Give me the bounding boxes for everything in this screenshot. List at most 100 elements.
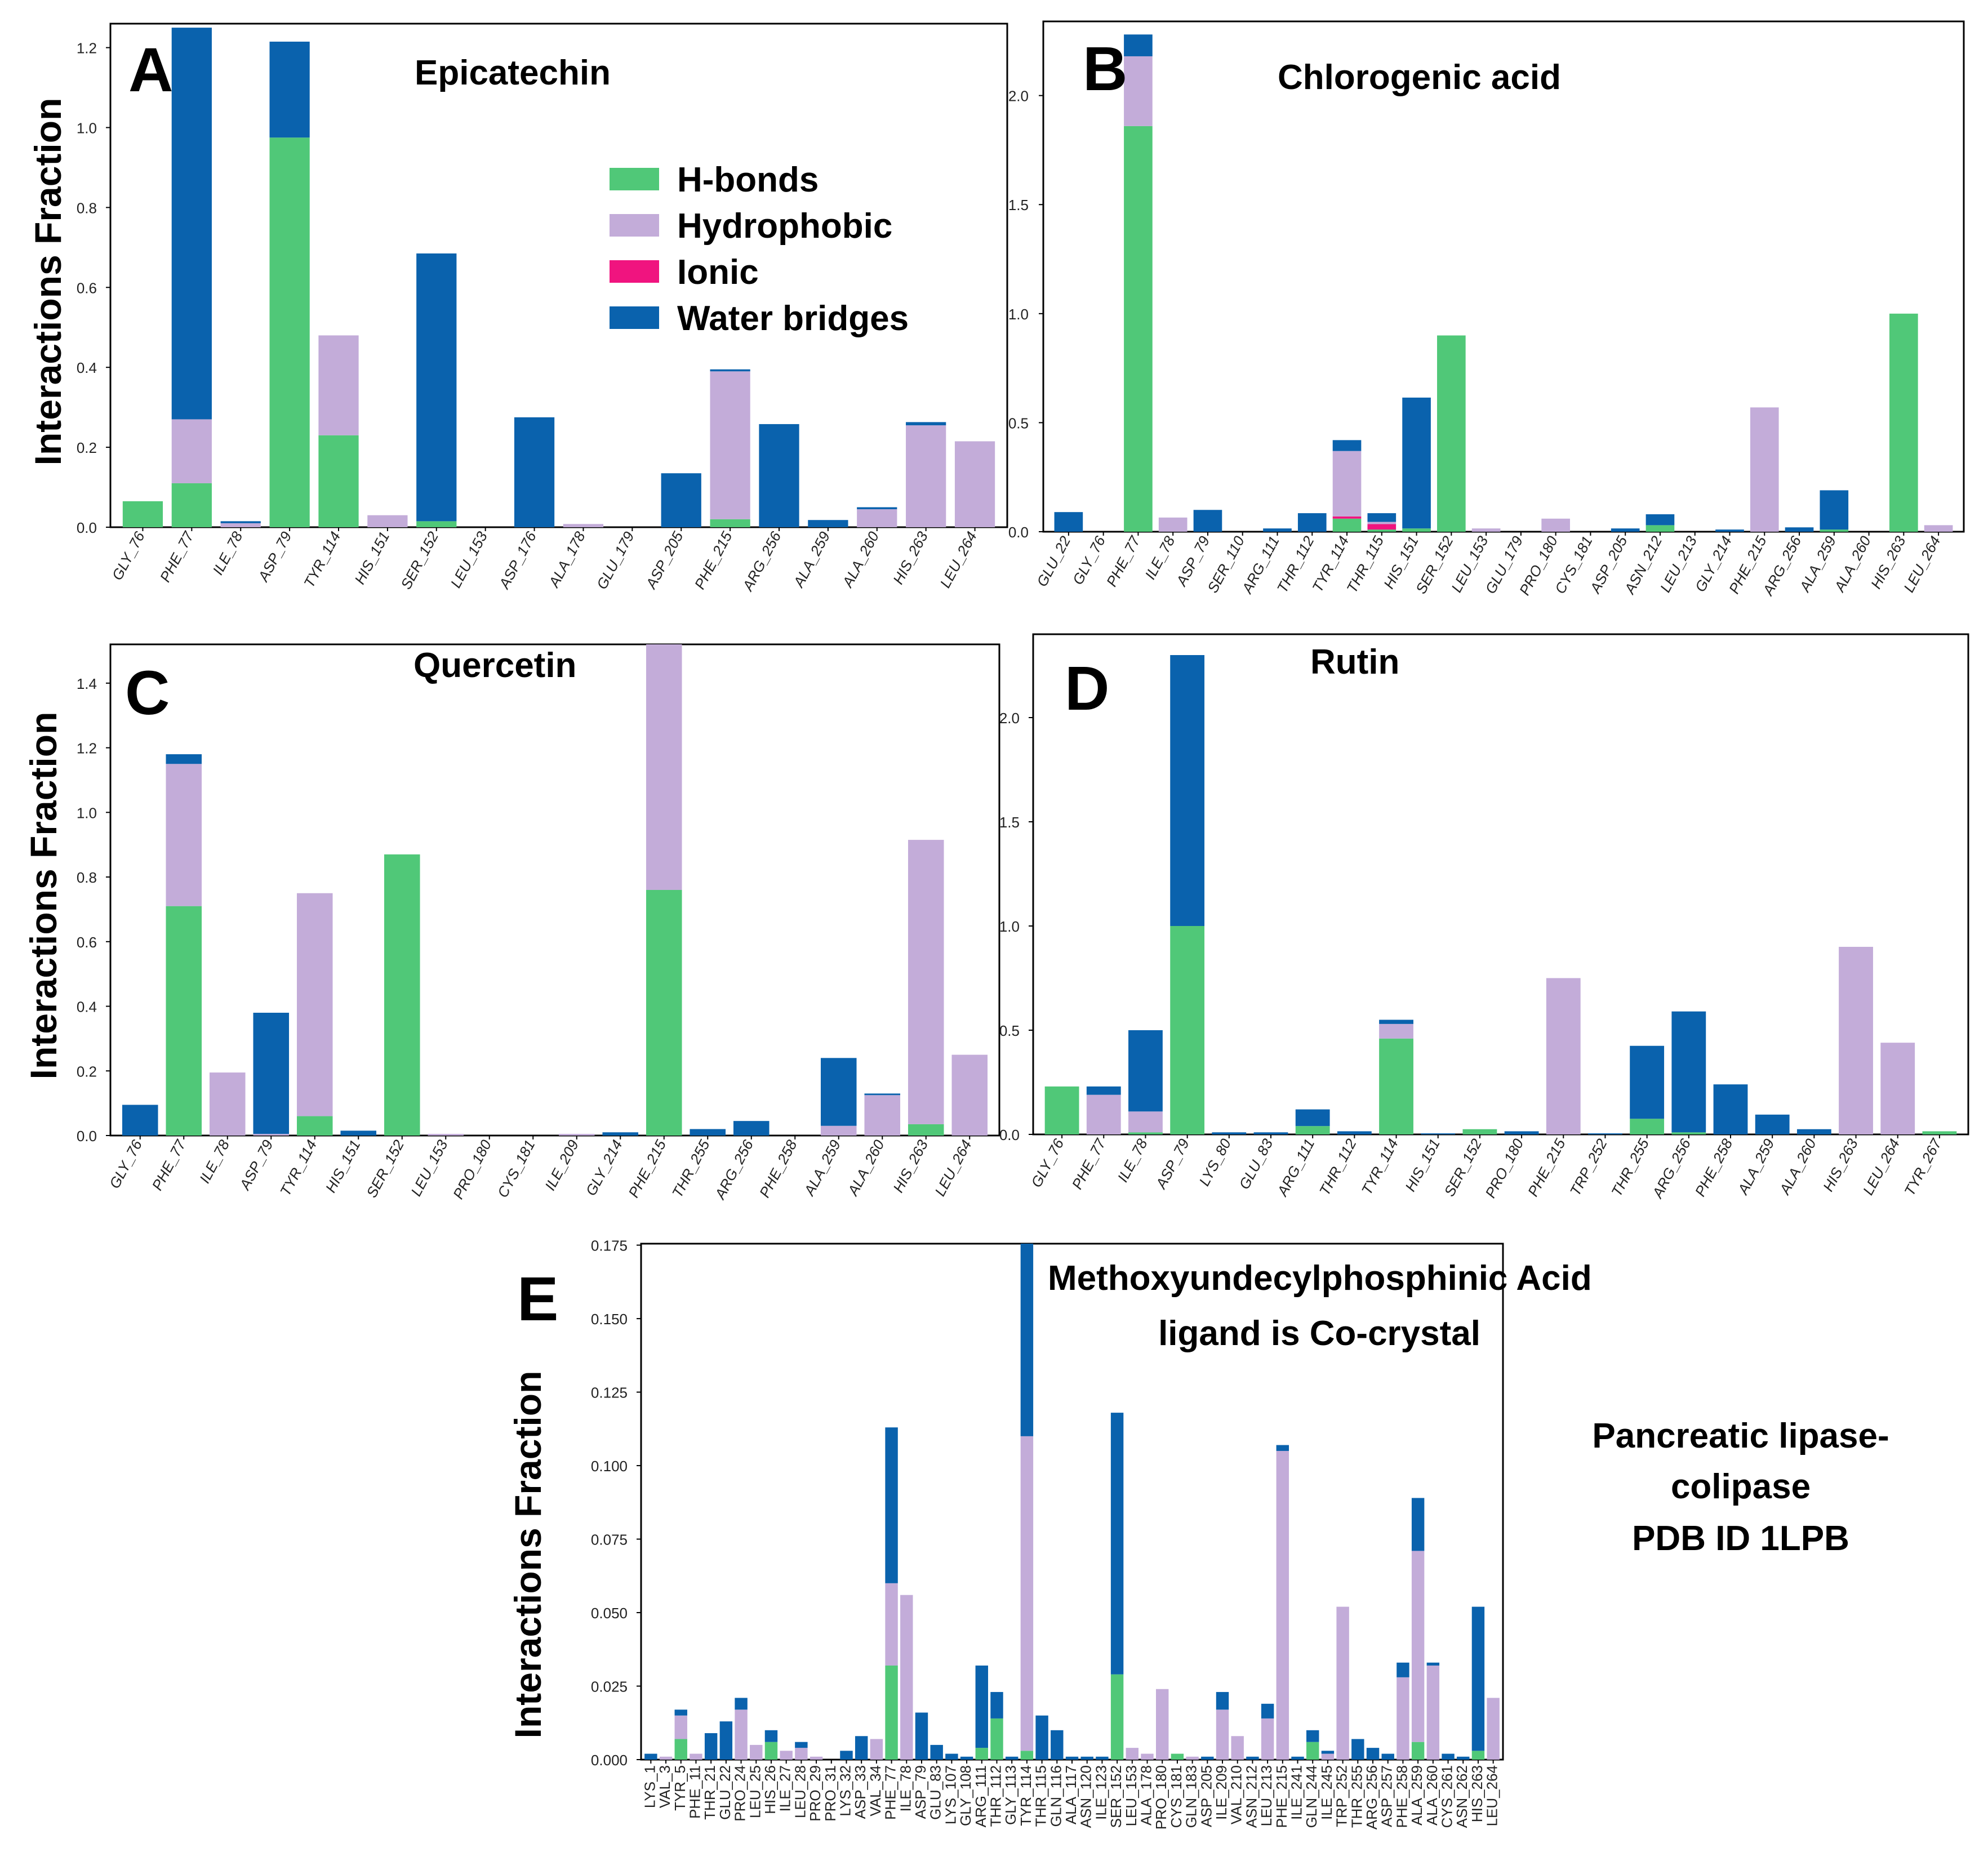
bar-e-ile-123-water-bridges [1096,1756,1109,1760]
bar-e-asn-212-water-bridges [1246,1756,1259,1760]
panel-a-frame [109,23,1008,528]
x-tick-label-d: ILE_78 [1114,1136,1151,1185]
bar-e-asn-120-water-bridges [1080,1756,1093,1760]
x-tick-label-e: THR_115 [1033,1765,1049,1827]
panel-e-subtitle: ligand is Co-crystal [1158,1314,1480,1353]
x-tick-label-d: ARG_256 [1648,1136,1694,1201]
x-tick-label-c: PHE_215 [625,1137,669,1200]
y-tick-label-c: 0.4 [77,999,97,1016]
panel-d-frame [1032,633,1969,1136]
y-tick-label-c: 1.4 [77,675,97,692]
bar-d-ser-152-h-bonds [1462,1129,1497,1134]
side-annotation: Pancreatic lipase- colipase PDB ID 1LPB [1592,1417,1889,1558]
x-tick-label-d: GLY_76 [1028,1136,1067,1190]
bar-e-phe-77-hydrophobic [885,1583,898,1666]
x-tick-label-c: THR_255 [669,1137,713,1200]
panel-c-label: C [125,658,170,728]
bar-a-asp-205-water-bridges [661,473,701,527]
bar-e-tyr-5-hydrophobic [674,1715,687,1739]
bar-c-his-263-hydrophobic [908,840,944,1124]
bar-d-his-151-water-bridges [1421,1133,1456,1134]
bar-a-phe-77-hydrophobic [171,419,212,483]
x-tick-label-e: ASP_33 [852,1765,869,1819]
bar-e-phe-258-water-bridges [1397,1662,1409,1677]
bar-e-phe-258-hydrophobic [1397,1677,1409,1760]
bar-e-gly-108-water-bridges [960,1756,973,1760]
bar-a-ala-259-water-bridges [808,520,848,527]
bar-b-his-263-h-bonds [1889,313,1918,532]
x-tick-label-c: GLY_214 [582,1137,626,1199]
bar-e-val-3-hydrophobic [659,1756,673,1760]
bar-e-pro-180-hydrophobic [1156,1689,1169,1760]
y-tick-label-b: 1.5 [1008,197,1029,213]
bar-e-trp-252-hydrophobic [1336,1606,1349,1760]
x-tick-label-e: ASP_257 [1378,1765,1395,1827]
panel-d-label: D [1065,654,1109,723]
panel-a-title: Epicatechin [415,54,611,92]
x-tick-label-e: PHE_215 [1273,1765,1290,1828]
bar-e-leu-264-hydrophobic [1487,1698,1500,1760]
bar-a-his-151-hydrophobic [367,515,408,527]
x-tick-label-d: TRP_252 [1567,1136,1611,1199]
bar-e-glu-83-water-bridges [930,1744,943,1760]
x-tick-label-e: ILE_78 [897,1765,914,1811]
bar-b-ala-259-water-bridges [1820,490,1849,530]
y-tick-label-a: 0.0 [77,519,97,536]
bar-c-asp-79-hydrophobic [253,1134,290,1136]
y-tick-label-e: 0.075 [591,1531,628,1548]
bar-a-asp-176-water-bridges [514,417,555,527]
bar-a-asp-79-h-bonds [269,137,310,527]
bar-e-pro-24-hydrophobic [735,1709,748,1760]
bar-e-thr-112-h-bonds [990,1718,1003,1760]
bar-c-leu-153-hydrophobic [428,1134,464,1136]
bar-c-phe-215-h-bonds [646,890,682,1136]
x-tick-label-e: ILE_123 [1092,1765,1109,1820]
x-tick-label-c: CYS_181 [494,1137,539,1200]
side-line-3: PDB ID 1LPB [1632,1519,1849,1558]
legend: H-bonds Hydrophobic Ionic Water bridges [610,161,909,338]
bar-b-phe-77-hydrophobic [1124,56,1153,126]
bar-a-his-263-hydrophobic [906,425,946,527]
x-tick-label-e: PHE_11 [686,1765,703,1819]
bar-a-ser-152-h-bonds [416,521,457,527]
bar-b-arg-111-water-bridges [1263,528,1292,532]
bar-e-leu-28-hydrophobic [795,1748,808,1760]
x-tick-label-e: ASN_212 [1243,1765,1260,1828]
bar-a-leu-264-hydrophobic [954,441,995,527]
bar-c-ala-259-water-bridges [820,1058,857,1126]
bar-e-ile-241-water-bridges [1291,1756,1304,1760]
x-tick-label-e: ALA_260 [1424,1765,1440,1826]
bar-d-tyr-114-h-bonds [1379,1038,1413,1134]
x-tick-label-e: GLY_108 [957,1765,974,1826]
x-tick-label-e: PRO_31 [822,1765,839,1822]
bar-b-arg-256-water-bridges [1785,527,1814,532]
x-tick-label-c: ILE_78 [196,1137,233,1186]
bar-d-ile-78-h-bonds [1128,1132,1163,1134]
x-tick-label-e: LEU_28 [791,1765,808,1818]
bar-e-val-210-hydrophobic [1231,1736,1244,1760]
bar-e-gln-244-h-bonds [1306,1742,1319,1760]
panel-c-bars [122,644,988,1136]
y-tick-label-d: 1.5 [999,814,1020,831]
x-tick-label-a: ASP_79 [254,529,295,585]
bar-b-asp-205-water-bridges [1611,528,1640,532]
y-tick-label-b: 1.0 [1008,306,1029,323]
legend-label-hydrophobic: Hydrophobic [677,207,892,246]
x-tick-label-e: CYS_181 [1168,1765,1185,1828]
x-tick-label-e: GLU_22 [717,1765,733,1820]
bar-e-ile-27-hydrophobic [780,1751,793,1760]
x-tick-label-e: LEU_153 [1123,1765,1140,1826]
y-tick-label-d: 1.0 [999,918,1020,935]
x-tick-label-e: PHE_77 [882,1765,899,1820]
bar-d-pro-180-water-bridges [1504,1131,1539,1134]
bar-e-ile-209-hydrophobic [1216,1709,1229,1760]
legend-label-water: Water bridges [677,299,909,338]
bar-e-arg-256-water-bridges [1366,1748,1380,1760]
panel-e-ylabel: Interactions Fraction [507,1371,549,1739]
bar-b-phe-77-water-bridges [1124,34,1153,56]
bar-e-his-26-h-bonds [764,1742,778,1760]
bar-b-leu-264-hydrophobic [1924,525,1953,532]
bar-b-tyr-114-ionic [1332,516,1362,519]
x-tick-label-e: ILE_245 [1318,1765,1335,1820]
bar-e-tyr-5-h-bonds [674,1739,687,1760]
